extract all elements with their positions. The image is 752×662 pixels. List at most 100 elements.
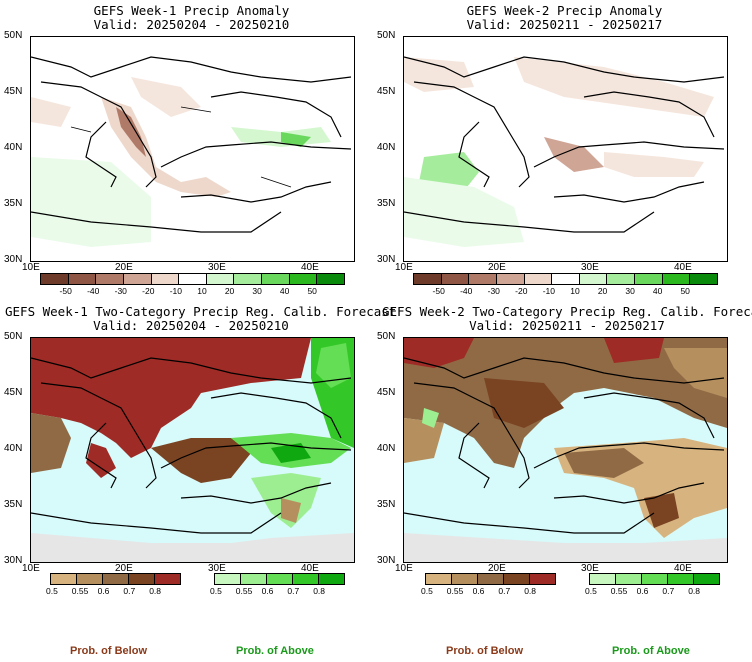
anomaly-colorbar-label: 40 [652,286,663,296]
anomaly-colorbar-label: 20 [224,286,235,296]
prob-above-colorbar-label: 0.6 [636,586,649,596]
lat-tick-label: 30N [4,555,23,566]
anomaly-colorbar-label: 20 [597,286,608,296]
prob-below-swatch [129,574,155,584]
lon-tick-label: 10E [395,262,413,273]
panel-3-title-line1: GEFS Week-1 Two-Category Precip Reg. Cal… [5,304,397,319]
anomaly-colorbar-label: 50 [307,286,317,296]
lat-tick-label: 50N [4,331,23,342]
anomaly-colorbar-swatch [524,274,553,284]
prob-above-colorbar-label: 0.55 [235,586,253,596]
anomaly-colorbar-swatch [441,274,470,284]
lon-tick-label: 40E [301,262,319,273]
lat-tick-label: 30N [377,555,396,566]
panel-3-title: GEFS Week-1 Two-Category Precip Reg. Cal… [5,304,397,333]
lon-tick-label: 30E [581,563,599,574]
anomaly-colorbar-swatch [96,274,124,284]
map-week2-probability-svg [404,338,727,562]
prob-below-swatch [426,574,452,584]
anomaly-colorbar-week2 [413,273,718,285]
lat-tick-label: 45N [377,387,396,398]
prob-above-swatch [668,574,694,584]
prob-above-swatch [293,574,319,584]
lat-tick-label: 35N [377,499,396,510]
prob-above-colorbar-week1 [214,573,345,585]
anomaly-colorbar-swatch [607,274,636,284]
lon-tick-label: 20E [488,262,506,273]
prob-above-swatch [590,574,616,584]
anomaly-colorbar-label: -30 [487,286,500,296]
prob-above-swatch [642,574,668,584]
prob-below-colorbar-label: 0.55 [446,586,464,596]
anomaly-colorbar-label: -30 [114,286,127,296]
prob-above-colorbar-label: 0.6 [261,586,274,596]
prob-above-swatch [241,574,267,584]
anomaly-colorbar-swatch [635,274,663,284]
lon-tick-label: 10E [22,262,40,273]
anomaly-colorbar-label: -10 [169,286,183,296]
lat-tick-label: 40N [377,142,396,153]
prob-above-colorbar-label: 0.5 [210,586,222,596]
lat-tick-label: 50N [377,30,396,41]
prob-above-colorbar-label: 0.5 [585,586,597,596]
anomaly-colorbar-swatch [151,274,180,284]
anomaly-colorbar-swatch [414,274,442,284]
lat-tick-label: 30N [4,254,23,265]
anomaly-colorbar-label: 30 [252,286,262,296]
anomaly-colorbar-label: 10 [197,286,207,296]
prob-below-colorbar-label: 0.5 [46,586,58,596]
map-week1-anomaly-svg [31,37,354,261]
prob-above-colorbar-label: 0.8 [313,586,326,596]
anomaly-colorbar-label: 10 [570,286,580,296]
anomaly-colorbar-swatch [469,274,497,284]
prob-below-swatch [77,574,103,584]
panel-2-valid-dates: Valid: 20250211 - 20250217 [466,17,663,32]
map-week1-probability [30,337,355,563]
prob-below-colorbar-week1 [50,573,181,585]
caption-prob-above-week1: Prob. of Above [236,645,314,657]
lon-tick-label: 10E [22,563,40,574]
panel-3-valid-dates: Valid: 20250204 - 20250210 [93,318,289,333]
prob-below-colorbar-label: 0.55 [71,586,89,596]
anomaly-colorbar-label: 40 [279,286,290,296]
anomaly-colorbar-label: 30 [625,286,635,296]
anomaly-colorbar-label: -50 [432,286,445,296]
lon-tick-label: 30E [208,563,226,574]
lat-tick-label: 40N [4,142,23,153]
anomaly-colorbar-swatch [123,274,152,284]
prob-below-swatch [530,574,555,584]
prob-below-colorbar-label: 0.8 [149,586,162,596]
prob-below-swatch [155,574,180,584]
prob-below-colorbar-label: 0.6 [472,586,485,596]
anomaly-colorbar-label: -10 [542,286,556,296]
lat-tick-label: 35N [4,198,23,209]
lat-tick-label: 35N [4,499,23,510]
lon-tick-label: 20E [115,563,133,574]
map-week1-probability-svg [31,338,354,562]
prob-below-swatch [452,574,478,584]
anomaly-colorbar-swatch [262,274,290,284]
prob-above-swatch [319,574,344,584]
caption-prob-above-week2: Prob. of Above [612,645,690,657]
map-week1-anomaly [30,36,355,262]
prob-below-colorbar-label: 0.6 [97,586,110,596]
lat-tick-label: 45N [4,86,23,97]
prob-above-colorbar-label: 0.8 [688,586,701,596]
caption-prob-below-week2: Prob. of Below [446,645,523,657]
prob-below-colorbar-label: 0.8 [524,586,537,596]
map-week2-anomaly [403,36,728,262]
panel-4-title: GEFS Week-2 Two-Category Precip Reg. Cal… [382,305,752,333]
prob-below-swatch [51,574,77,584]
panel-2-title: GEFS Week-2 Precip Anomaly Valid: 202502… [403,4,726,32]
anomaly-colorbar-swatch [234,274,263,284]
prob-below-colorbar-label: 0.7 [498,586,511,596]
prob-above-swatch [267,574,293,584]
prob-above-colorbar-week2 [589,573,720,585]
anomaly-colorbar-label: -20 [142,286,155,296]
anomaly-colorbar-swatch [579,274,608,284]
lon-tick-label: 40E [674,563,692,574]
lon-tick-label: 30E [581,262,599,273]
lat-tick-label: 40N [377,443,396,454]
anomaly-colorbar-label: -20 [515,286,528,296]
prob-below-swatch [103,574,129,584]
